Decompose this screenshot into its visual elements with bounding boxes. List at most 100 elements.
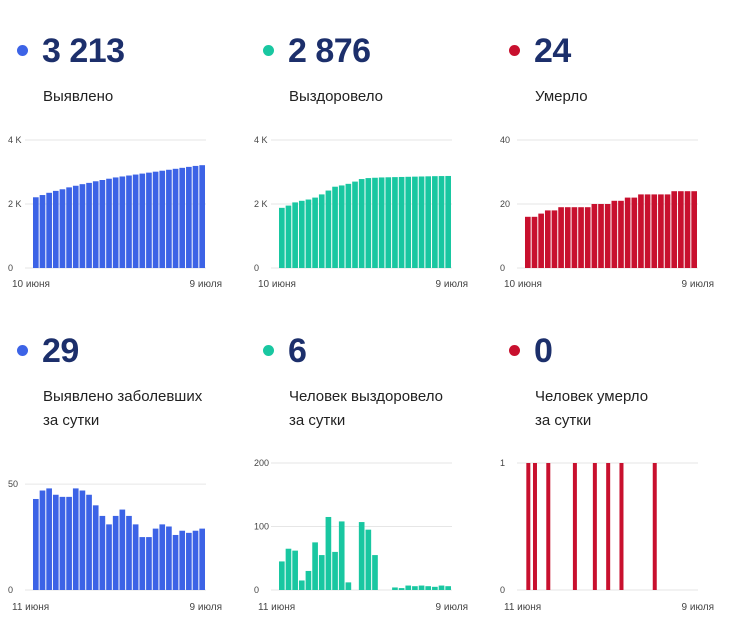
bar [59, 496, 66, 590]
bar [59, 189, 66, 268]
bar [33, 498, 39, 590]
bar-chart: 4 K 2 K 0 10 июня 9 июля [254, 135, 468, 290]
bar [146, 537, 152, 590]
bar [652, 463, 657, 590]
x-tick-label-start: 10 июня [12, 279, 50, 290]
bar [425, 586, 432, 590]
y-tick-label: 4 K [8, 135, 22, 145]
bar [618, 200, 624, 268]
bar [298, 580, 305, 590]
bar [532, 463, 537, 590]
bar [199, 528, 205, 590]
bar [432, 176, 438, 268]
y-tick-label: 0 [8, 263, 13, 273]
y-tick-label: 0 [500, 585, 505, 595]
bar [292, 202, 298, 268]
bar [106, 524, 112, 590]
bar [99, 180, 106, 268]
bar [664, 194, 671, 268]
bar [558, 207, 564, 268]
indicator-dot [509, 345, 520, 356]
bar [179, 530, 186, 590]
bar [312, 197, 318, 268]
bar [46, 488, 52, 590]
x-tick-label-end: 9 июля [190, 602, 222, 613]
bar [92, 181, 99, 268]
bar [33, 197, 39, 268]
indicator-dot [509, 45, 520, 56]
y-tick-label: 0 [8, 585, 13, 595]
bar [132, 174, 139, 268]
y-tick-label: 20 [500, 199, 510, 209]
bar [119, 176, 126, 268]
stat-label: Умерло [535, 88, 588, 105]
bar [365, 178, 372, 268]
x-tick-label-start: 11 июня [258, 602, 295, 613]
bar [398, 176, 405, 268]
bar [531, 216, 538, 268]
bar [392, 177, 398, 268]
bar [671, 191, 678, 268]
bar [372, 177, 378, 268]
bar [179, 167, 186, 268]
panel-recovered: 2 876 Выздоровело 4 K 2 K 0 10 июня 9 июля [246, 0, 490, 300]
bar [578, 207, 584, 268]
bar [418, 585, 425, 590]
stat-value: 0 [534, 332, 553, 370]
bar [445, 175, 451, 268]
bar [418, 176, 425, 268]
bar [638, 194, 644, 268]
panel-detected-daily: 29 Выявлено заболевших за сутки 50 0 11 июня 9… [0, 300, 244, 628]
stat-value: 24 [534, 32, 571, 70]
bar [166, 169, 172, 268]
bar [305, 199, 312, 268]
bar [572, 463, 577, 590]
y-tick-label: 2 K [8, 199, 22, 209]
bar [146, 172, 152, 268]
bar [571, 207, 578, 268]
y-tick-label: 4 K [254, 135, 268, 145]
bar [332, 551, 338, 590]
bar [305, 570, 312, 590]
bar [345, 582, 352, 590]
bar [591, 204, 598, 268]
y-tick-label: 2 K [254, 199, 268, 209]
bar [358, 522, 365, 590]
bar [79, 184, 86, 268]
bar [332, 186, 338, 268]
bar [192, 530, 199, 590]
bar [52, 494, 59, 590]
bar [112, 515, 119, 590]
y-tick-label: 100 [254, 522, 269, 532]
bar [658, 194, 664, 268]
bar-chart: 1 0 11 июня 9 июля [500, 458, 714, 613]
bar [691, 191, 697, 268]
indicator-dot [17, 45, 28, 56]
bar [445, 586, 451, 590]
bar [546, 463, 551, 590]
x-tick-label-start: 11 июня [12, 602, 49, 613]
bar [365, 529, 372, 590]
bar [152, 528, 159, 590]
bar [651, 194, 658, 268]
bar [412, 586, 418, 590]
bar [678, 191, 684, 268]
bar [159, 524, 166, 590]
bar [139, 173, 146, 268]
bar [564, 207, 571, 268]
bar [352, 181, 358, 268]
x-tick-label-end: 9 июля [682, 279, 714, 290]
stat-value: 3 213 [42, 32, 125, 70]
bar [398, 588, 405, 590]
bar [338, 521, 345, 590]
bar [199, 165, 205, 268]
bar [312, 542, 318, 590]
bar [544, 210, 551, 268]
stat-label: Выздоровело [289, 88, 384, 105]
panel-died-daily: 0 Человек умерло за сутки 1 0 11 июня 9 июля [492, 300, 732, 628]
bar [438, 176, 445, 268]
bar [66, 187, 72, 268]
bar [285, 548, 292, 590]
x-tick-label-start: 10 июня [258, 279, 296, 290]
bar [619, 463, 624, 590]
